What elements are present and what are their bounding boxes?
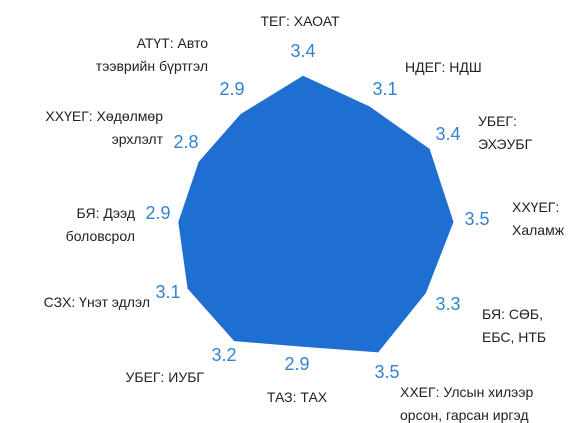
category-label: ТЕГ: ХАОАТ	[261, 13, 340, 29]
category-line: ХХҮЕГ: Хөдөлмөр	[45, 108, 163, 124]
value-label: 2.9	[284, 354, 309, 374]
category-line: Халамж	[512, 222, 565, 238]
category-label: НДЕГ: НДШ	[405, 59, 482, 75]
category-label: ТАЗ: ТАХ	[267, 389, 328, 405]
category-label: БЯ: Дээд боловсрол	[66, 205, 135, 244]
value-label: 3.1	[155, 282, 180, 302]
category-line: ЭХЭУБГ	[478, 136, 533, 152]
category-label: ХХҮЕГ: Халамж	[512, 199, 565, 238]
value-label: 3.2	[211, 345, 236, 365]
value-label: 2.9	[219, 79, 244, 99]
category-line: УБЕГ: ИУБГ	[125, 369, 204, 385]
category-line: НДЕГ: НДШ	[405, 59, 482, 75]
value-label: 3.3	[435, 294, 460, 314]
category-label: БЯ: СӨБ, ЕБС, НТБ	[482, 306, 546, 345]
category-label: СЗХ: Үнэт эдлэл	[44, 294, 150, 310]
category-line: ТЕГ: ХАОАТ	[261, 13, 340, 29]
category-line: ЕБС, НТБ	[482, 329, 546, 345]
value-label: 3.5	[464, 209, 489, 229]
radar-area	[178, 75, 454, 353]
category-line: УБЕГ:	[478, 113, 517, 129]
category-label: ХХЕГ: Улсын хилээр орсон, гарсан иргэд	[400, 384, 533, 423]
category-line: ХХЕГ: Улсын хилээр	[400, 384, 533, 400]
category-line: СЗХ: Үнэт эдлэл	[44, 294, 150, 310]
value-label: 2.9	[145, 203, 170, 223]
value-label: 3.4	[435, 124, 460, 144]
value-label: 3.5	[374, 362, 399, 382]
value-label: 3.1	[372, 79, 397, 99]
category-label: ХХҮЕГ: Хөдөлмөр эрхлэлт	[45, 108, 163, 147]
category-line: ХХҮЕГ:	[512, 199, 559, 215]
category-line: БЯ: Дээд	[76, 205, 135, 221]
category-line: БЯ: СӨБ,	[482, 306, 543, 322]
category-line: тээврийн бүртгэл	[96, 58, 208, 74]
category-label: АТҮТ: Авто тээврийн бүртгэл	[96, 35, 208, 74]
category-line: орсон, гарсан иргэд	[400, 407, 529, 423]
category-line: боловсрол	[66, 228, 135, 244]
category-line: АТҮТ: Авто	[137, 35, 209, 51]
category-line: эрхлэлт	[112, 131, 164, 147]
value-label: 2.8	[173, 132, 198, 152]
category-label: УБЕГ: ИУБГ	[125, 369, 204, 385]
category-line: ТАЗ: ТАХ	[267, 389, 328, 405]
category-label: УБЕГ: ЭХЭУБГ	[478, 113, 533, 152]
value-label: 3.4	[290, 41, 315, 61]
